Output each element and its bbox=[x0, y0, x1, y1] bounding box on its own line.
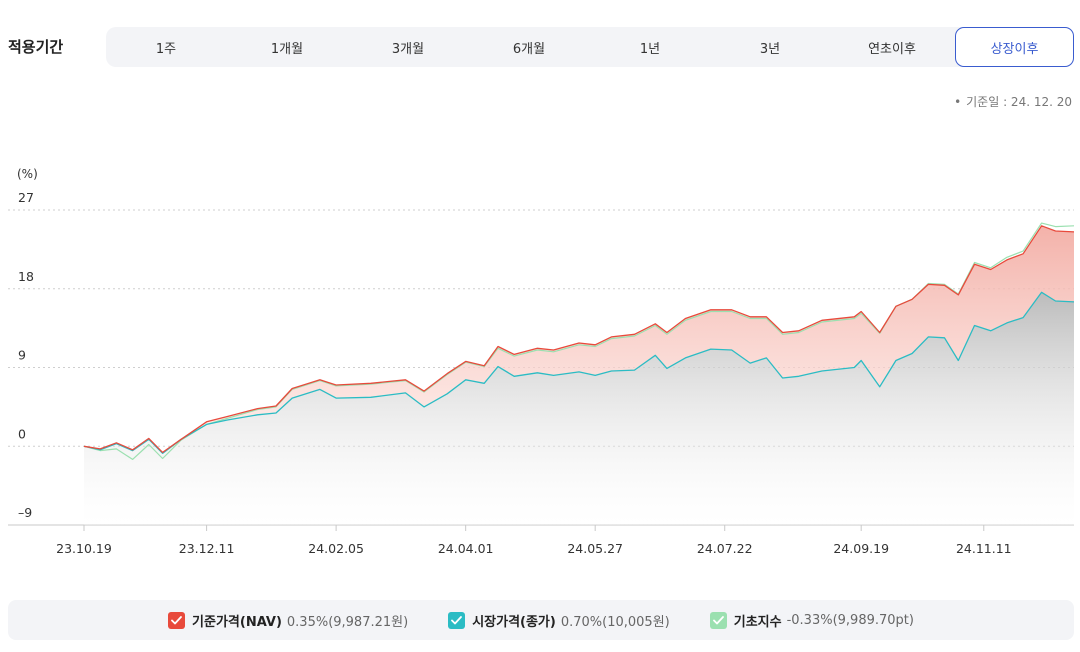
y-tick-label: 0 bbox=[18, 426, 26, 441]
check-icon[interactable] bbox=[168, 611, 186, 629]
x-tick-label: 24.02.05 bbox=[308, 541, 364, 556]
period-option[interactable]: 상장이후 bbox=[955, 27, 1074, 67]
legend-item[interactable]: 기초지수 -0.33%(9,989.70pt) bbox=[709, 611, 914, 630]
market-area bbox=[84, 292, 1074, 525]
market-series-line bbox=[83, 291, 1075, 454]
y-tick-label: –9 bbox=[18, 505, 32, 520]
period-option[interactable]: 1년 bbox=[639, 41, 661, 57]
chart-legend: 기준가격(NAV) 0.35%(9,987.21원) 시장가격(종가) 0.70%(1… bbox=[8, 600, 1074, 640]
period-option[interactable]: 연초이후 bbox=[868, 41, 916, 57]
base-date-text: 기준일 : 24. 12. 20 bbox=[966, 95, 1072, 109]
period-option[interactable]: 3개월 bbox=[391, 41, 425, 57]
nav-series-line bbox=[83, 225, 1075, 454]
x-tick-label: 24.09.19 bbox=[833, 541, 889, 556]
period-option[interactable]: 1개월 bbox=[270, 41, 304, 57]
bullet-icon: • bbox=[954, 95, 962, 109]
legend-series-value: 0.35%(9,987.21원) bbox=[286, 614, 409, 630]
x-tick-label: 24.07.22 bbox=[697, 541, 753, 556]
period-option[interactable]: 6개월 bbox=[512, 41, 546, 57]
base-date: • 기준일 : 24. 12. 20 bbox=[954, 93, 1072, 110]
x-tick-label: 23.10.19 bbox=[56, 541, 112, 556]
y-axis-label: (%) bbox=[17, 167, 38, 181]
legend-item[interactable]: 기준가격(NAV) 0.35%(9,987.21원) bbox=[168, 611, 408, 630]
y-tick-label: 9 bbox=[18, 348, 26, 363]
legend-series-value: 0.70%(10,005원) bbox=[560, 614, 670, 630]
x-tick-label: 24.05.27 bbox=[567, 541, 623, 556]
legend-series-value: -0.33%(9,989.70pt) bbox=[786, 612, 914, 628]
legend-item[interactable]: 시장가격(종가) 0.70%(10,005원) bbox=[448, 611, 670, 630]
x-tick-label: 23.12.11 bbox=[179, 541, 235, 556]
period-option[interactable]: 1주 bbox=[155, 41, 177, 57]
performance-chart: (%) 27 18 9 0 –9 23.10.19 23.12.11 24.02.05 24.04… bbox=[8, 167, 1075, 556]
legend-series-name: 기준가격(NAV) bbox=[192, 614, 282, 630]
x-tick-label: 24.04.01 bbox=[438, 541, 494, 556]
y-tick-label: 27 bbox=[18, 190, 34, 205]
index-series-line bbox=[83, 222, 1075, 460]
y-tick-label: 18 bbox=[18, 269, 34, 284]
period-label: 적용기간 bbox=[8, 38, 64, 56]
period-option[interactable]: 3년 bbox=[759, 41, 781, 57]
nav-premium-area bbox=[84, 225, 1074, 454]
legend-series-name: 기초지수 bbox=[733, 614, 782, 630]
check-icon[interactable] bbox=[709, 611, 727, 629]
legend-series-name: 시장가격(종가) bbox=[472, 614, 556, 630]
period-selector: 1주 1개월 3개월 6개월 1년 3년 연초이후 상장이후 bbox=[106, 27, 1074, 67]
x-tick-label: 24.11.11 bbox=[956, 541, 1012, 556]
check-icon[interactable] bbox=[448, 611, 466, 629]
